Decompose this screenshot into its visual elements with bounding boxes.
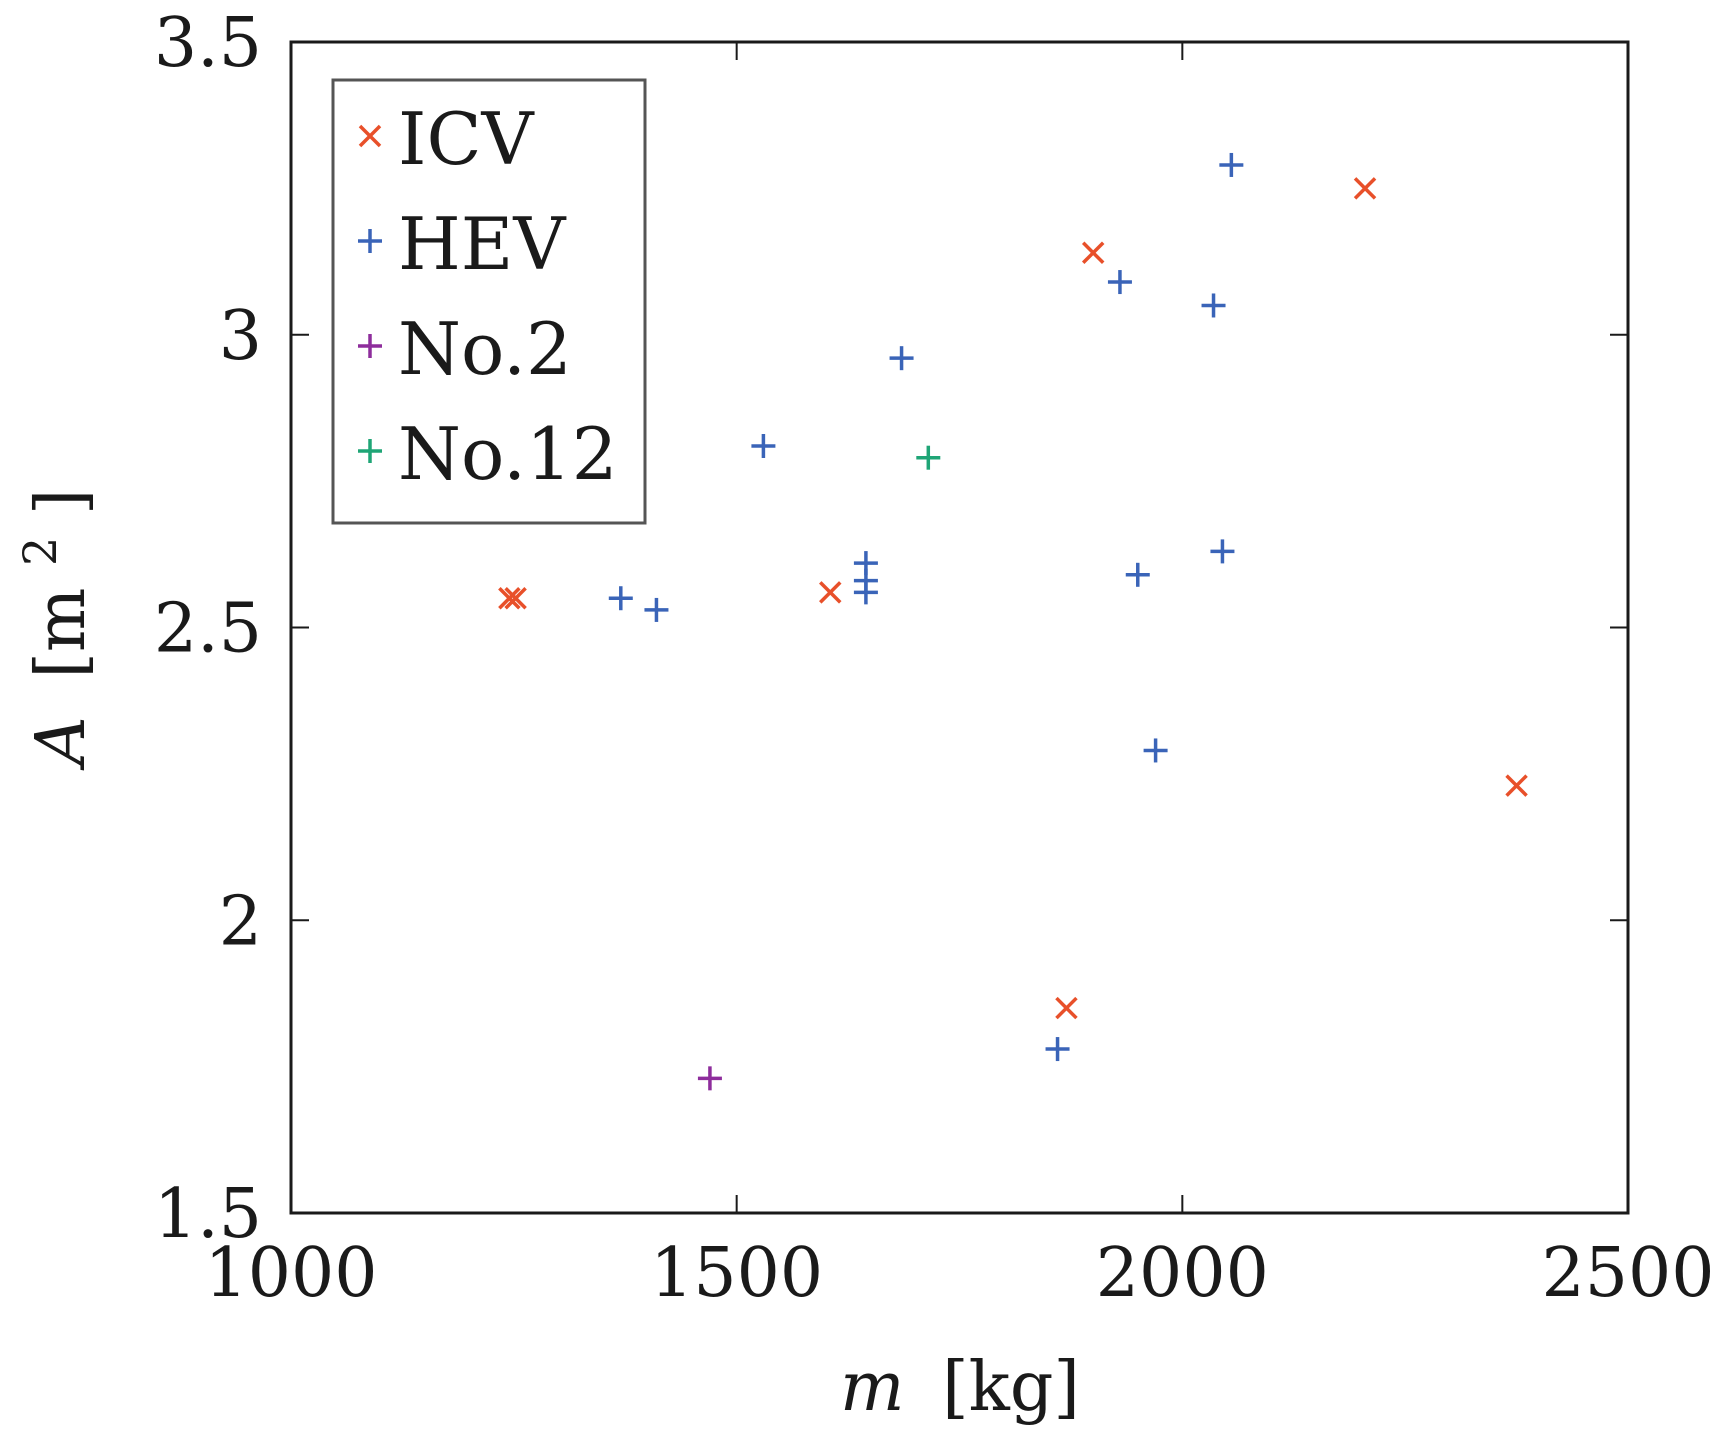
point-icv <box>1055 996 1078 1020</box>
y-tick-label: 3 <box>219 297 262 376</box>
legend-entries: ICV HEV No.2 No.12 <box>358 97 618 496</box>
point-hev <box>644 597 669 622</box>
x-tick-label: 1500 <box>650 1234 823 1313</box>
point-hev <box>751 433 776 458</box>
legend-label-no-12: No.12 <box>398 412 618 496</box>
legend-marker-no-12 <box>358 439 382 463</box>
y-axis-variable: A <box>22 716 101 771</box>
x-axis-variable: m <box>840 1348 904 1427</box>
point-icv <box>504 586 527 610</box>
point-hev <box>853 551 878 576</box>
legend-marker-icv <box>358 124 382 148</box>
y-axis-unit-exponent: 2 <box>13 537 67 566</box>
point-icv <box>498 586 521 610</box>
point-hev <box>1045 1037 1070 1062</box>
legend-marker-no-2 <box>358 334 382 358</box>
x-tick-label: 2000 <box>1096 1234 1269 1313</box>
x-tick-label: 2500 <box>1541 1234 1710 1313</box>
y-tick-label: 1.5 <box>154 1175 262 1254</box>
x-tick-label: 1000 <box>204 1234 377 1313</box>
point-hev <box>1107 270 1132 295</box>
point-hev <box>1201 293 1226 318</box>
y-axis-unit-close: ] <box>22 489 101 516</box>
data-points <box>498 152 1528 1091</box>
point-hev <box>1143 738 1168 763</box>
legend-label-icv: ICV <box>398 97 536 181</box>
point-hev <box>608 586 633 611</box>
point-hev <box>1125 562 1150 587</box>
point-hev <box>1210 539 1235 564</box>
legend-marker-hev <box>358 229 382 253</box>
legend-label-no-2: No.2 <box>398 307 572 391</box>
y-tick-label: 2.5 <box>154 590 262 669</box>
y-tick-labels: 1.5 2 2.5 3 3.5 <box>154 4 262 1254</box>
x-axis-label: m [kg] <box>840 1348 1080 1427</box>
point-no-12 <box>916 445 941 470</box>
point-icv <box>1081 241 1105 265</box>
legend: ICV HEV No.2 No.12 <box>331 78 647 525</box>
point-icv <box>1353 177 1377 200</box>
legend-label-hev: HEV <box>398 202 567 286</box>
y-axis-unit: [m <box>22 588 101 679</box>
x-tick-labels: 1000 1500 2000 2500 <box>204 1234 1710 1313</box>
x-axis-unit: [kg] <box>942 1348 1080 1427</box>
point-hev <box>889 346 914 371</box>
legend-box <box>331 78 647 525</box>
axis-ticks <box>290 41 1629 1214</box>
point-hev <box>1219 152 1244 177</box>
point-no-2 <box>697 1066 722 1091</box>
point-icv <box>819 581 842 604</box>
point-icv <box>1505 774 1528 797</box>
y-tick-label: 2 <box>219 882 262 961</box>
y-axis-label: A [m 2 ] <box>0 489 101 772</box>
y-tick-label: 3.5 <box>154 4 262 83</box>
